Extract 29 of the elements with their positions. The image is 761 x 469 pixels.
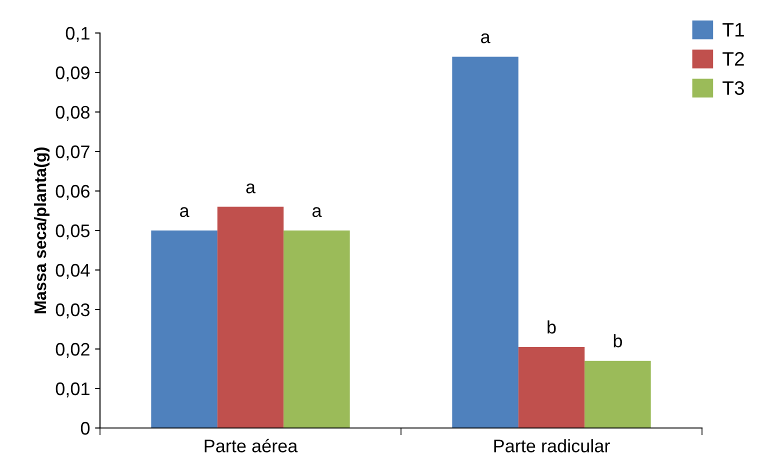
annotation: b [614,334,622,348]
y-tick-label: 0,09 [56,66,90,82]
bar [284,230,350,428]
x-tick-label: Parte aérea [204,438,298,452]
y-tick-label: 0,04 [56,264,90,279]
y-tick-label: 0,07 [56,145,90,160]
annotation: b [548,320,556,334]
y-tick-label: 0,01 [56,382,90,398]
y-tick-label: 0,06 [56,184,90,200]
annotation: a [246,183,256,194]
y-tick-label: 0 [80,422,90,435]
annotation: a [312,207,322,218]
bar [151,230,218,428]
bar [518,347,585,428]
y-tick-label: 0,05 [56,224,90,240]
legend-label: T3 [722,81,744,95]
legend-label: T1 [722,23,744,37]
x-tick-label: Parte radicular [494,439,610,452]
y-tick-label: 0,1 [66,26,90,42]
y-tick-label: 0,08 [56,106,90,121]
y-tick-label: 0,03 [56,303,90,318]
bar [217,206,284,428]
bar [452,56,518,428]
annotation: a [180,207,190,218]
y-tick-label: 0,02 [56,342,90,358]
annotation: a [481,33,490,44]
y-axis-title: Massa seca/planta(g) [34,147,50,314]
bar [584,360,651,428]
legend-label: T2 [722,52,744,66]
